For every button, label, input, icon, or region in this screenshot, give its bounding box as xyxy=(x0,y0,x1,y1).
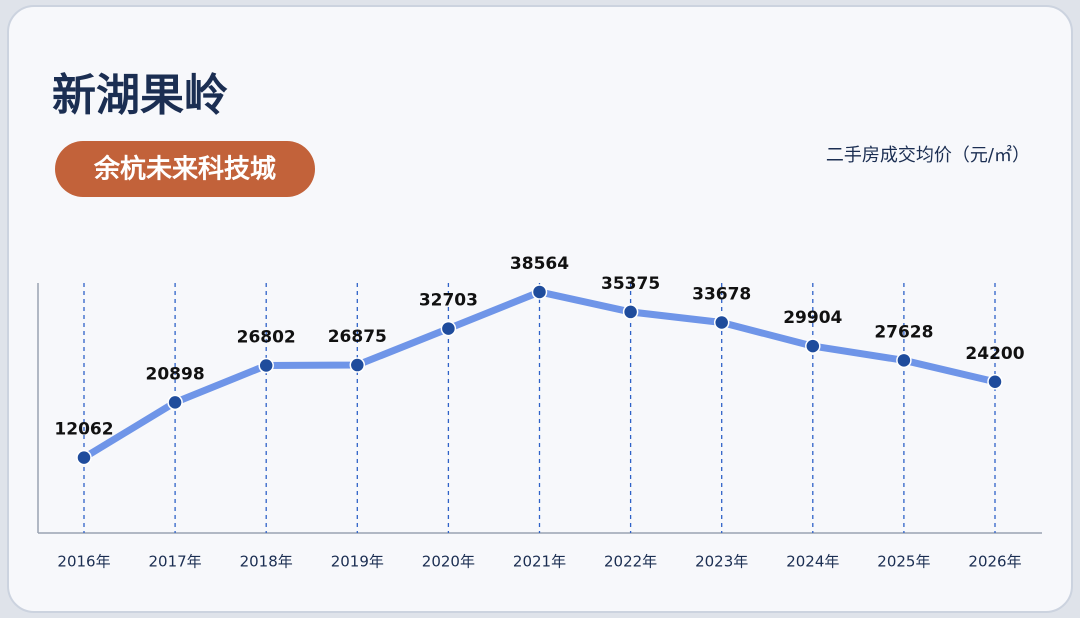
point xyxy=(896,352,912,369)
value-label: 27628 xyxy=(874,322,933,342)
x-tick-label: 2019年 xyxy=(331,553,384,571)
point xyxy=(531,284,548,300)
point xyxy=(805,338,821,354)
value-label: 38564 xyxy=(510,254,569,274)
subtitle-pill xyxy=(55,141,315,197)
x-tick-label: 2024年 xyxy=(786,553,839,571)
point xyxy=(713,314,730,331)
value-label: 20898 xyxy=(146,364,205,384)
point xyxy=(76,449,92,466)
value-label: 29904 xyxy=(783,308,842,328)
value-label: 26802 xyxy=(237,327,296,347)
x-tick-label: 2021年 xyxy=(513,553,566,571)
chart-title: 新湖果岭 xyxy=(52,70,228,121)
value-label: 35375 xyxy=(601,274,660,294)
point xyxy=(987,374,1003,390)
x-tick-label: 2018年 xyxy=(240,553,293,571)
y-axis-label: 二手房成交均价（元/㎡） xyxy=(826,144,1030,166)
value-label: 12062 xyxy=(54,420,113,440)
point xyxy=(167,394,183,411)
x-tick-label: 2016年 xyxy=(57,553,110,571)
point xyxy=(349,357,366,373)
value-label: 26875 xyxy=(328,327,387,347)
point xyxy=(440,320,457,337)
value-label: 24200 xyxy=(965,344,1024,364)
x-tick-label: 2026年 xyxy=(968,553,1021,571)
subtitle: 余杭未来科技城 xyxy=(93,154,276,185)
x-tick-label: 2020年 xyxy=(422,553,475,571)
point xyxy=(622,304,639,320)
value-label: 33678 xyxy=(692,285,751,305)
x-tick-label: 2017年 xyxy=(149,553,202,571)
point xyxy=(258,357,274,374)
value-label: 32703 xyxy=(419,291,478,311)
x-tick-label: 2023年 xyxy=(695,553,748,571)
x-tick-label: 2025年 xyxy=(877,553,930,571)
x-tick-label: 2022年 xyxy=(604,553,657,571)
